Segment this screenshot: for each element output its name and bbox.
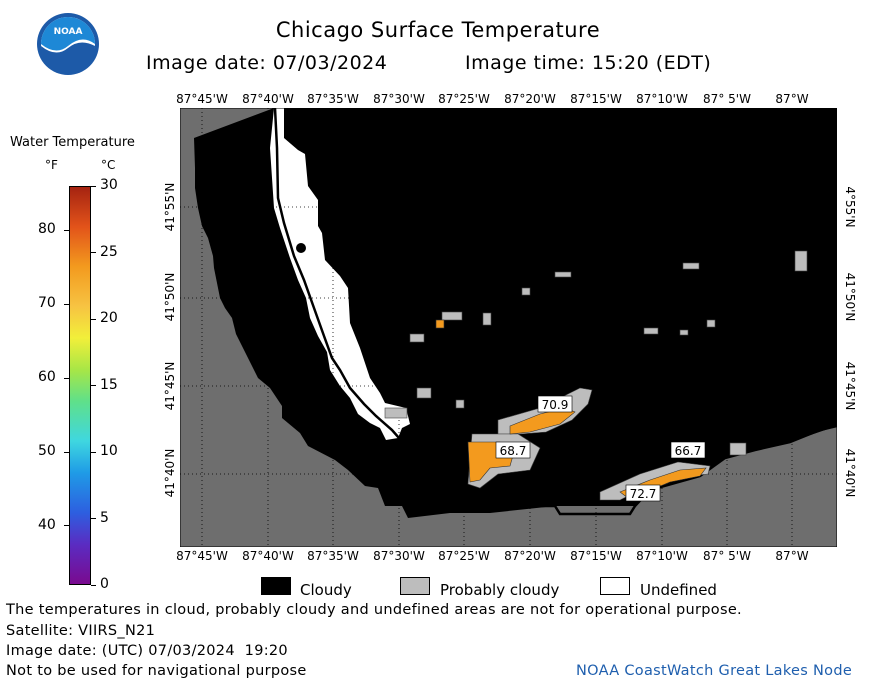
f-tick-label: 50 (38, 443, 56, 459)
c-tick-label: 30 (100, 177, 118, 193)
page-title: Chicago Surface Temperature (275, 18, 601, 42)
map: Chicago 70.9 68.7 66.7 72.7 (180, 108, 837, 547)
legend-label-undefined: Undefined (640, 581, 717, 599)
c-tick-mark (91, 252, 96, 253)
c-tick-label: 5 (100, 509, 109, 526)
top-lon-label: 87°W (775, 92, 809, 106)
left-lat-label: 41°55'N (163, 182, 177, 232)
bottom-lon-label: 87°W (775, 549, 809, 563)
image-time: Image time: 15:20 (EDT) (465, 52, 712, 74)
temperature-label-3: 66.7 (670, 441, 706, 459)
coastline (273, 108, 837, 516)
svg-text:72.7: 72.7 (630, 487, 657, 501)
colorbar-title: Water Temperature (10, 135, 135, 150)
c-tick-label: 20 (100, 310, 118, 326)
left-lat-label: 41°40'N (163, 448, 177, 498)
node-text: NOAA CoastWatch Great Lakes Node (576, 663, 853, 679)
satellite-text: Satellite: VIIRS_N21 (6, 623, 156, 639)
f-tick-label: 80 (38, 221, 56, 238)
svg-text:68.7: 68.7 (500, 444, 527, 458)
bottom-lon-label: 87°25'W (438, 549, 490, 563)
right-lat-label: 41°45'N (843, 361, 857, 411)
c-tick-mark (91, 451, 96, 453)
c-tick-mark (91, 318, 96, 320)
bottom-lon-label: 87°10'W (636, 549, 688, 563)
top-lon-label: 87°45'W (176, 92, 228, 106)
noaa-logo-icon: NOAA (37, 13, 99, 75)
f-tick-label: 60 (38, 369, 56, 386)
disclaimer-text: The temperatures in cloud, probably clou… (6, 602, 742, 618)
image-date: Image date: 07/03/2024 (146, 52, 388, 74)
f-tick-mark (64, 525, 69, 527)
bottom-lon-label: 87°45'W (176, 549, 228, 563)
top-lon-label: 87°15'W (570, 92, 622, 106)
bottom-lon-label: 87° 5'W (703, 549, 751, 563)
legend-label-probably-cloudy: Probably cloudy (440, 581, 560, 599)
top-lon-label: 87°30'W (373, 92, 425, 106)
temperature-label-2: 68.7 (495, 441, 531, 459)
top-lon-label: 87° 5'W (703, 92, 751, 106)
c-tick-label: 15 (100, 376, 118, 393)
svg-text:66.7: 66.7 (675, 444, 702, 458)
bottom-lon-label: 87°20'W (504, 549, 556, 563)
bottom-lon-label: 87°15'W (570, 549, 622, 563)
graticule (180, 108, 837, 547)
right-lat-label: 41°40'N (843, 448, 857, 498)
f-tick-mark (64, 303, 69, 305)
top-lon-label: 87°10'W (636, 92, 688, 106)
c-tick-mark (91, 185, 96, 187)
unit-f: °F (45, 158, 58, 172)
f-tick-label: 70 (38, 295, 56, 312)
undefined-area (270, 108, 410, 440)
c-tick-mark (91, 518, 96, 519)
c-tick-label: 0 (100, 576, 109, 592)
left-lat-label: 41°50'N (163, 272, 177, 322)
svg-text:70.9: 70.9 (542, 398, 569, 412)
c-tick-mark (91, 584, 96, 586)
chicago-marker (296, 243, 306, 253)
legend-swatch-probably-cloudy (400, 577, 430, 595)
legend-swatch-undefined (600, 577, 630, 595)
c-tick-mark (91, 385, 96, 386)
temperature-label-4: 72.7 (625, 484, 661, 502)
bottom-lon-label: 87°30'W (373, 549, 425, 563)
city-label: Chicago (228, 255, 292, 274)
bottom-lon-label: 87°40'W (242, 549, 294, 563)
top-lon-label: 87°25'W (438, 92, 490, 106)
nav-warning-text: Not to be used for navigational purpose (6, 663, 307, 679)
f-tick-mark (64, 229, 69, 231)
top-lon-label: 87°40'W (242, 92, 294, 106)
legend-swatch-cloudy (261, 577, 291, 595)
bottom-lon-label: 87°35'W (307, 549, 359, 563)
unit-c: °C (101, 158, 116, 172)
left-lat-label: 41°45'N (163, 361, 177, 411)
top-lon-label: 87°35'W (307, 92, 359, 106)
c-tick-label: 10 (100, 443, 118, 459)
utc-date-text: Image date: (UTC) 07/03/2024 19:20 (6, 643, 288, 659)
right-lat-label: 41°50'N (843, 272, 857, 322)
lake-cloud-area (194, 108, 837, 518)
colorbar-gradient (69, 186, 91, 585)
right-lat-label: 4°55'N (843, 186, 857, 228)
top-lon-label: 87°20'W (504, 92, 556, 106)
c-tick-label: 25 (100, 243, 118, 260)
temperature-label-1: 70.9 (537, 395, 573, 413)
f-tick-mark (64, 377, 69, 379)
logo-text: NOAA (54, 27, 83, 37)
legend-label-cloudy: Cloudy (300, 581, 352, 599)
f-tick-label: 40 (38, 516, 56, 533)
f-tick-mark (64, 451, 69, 453)
